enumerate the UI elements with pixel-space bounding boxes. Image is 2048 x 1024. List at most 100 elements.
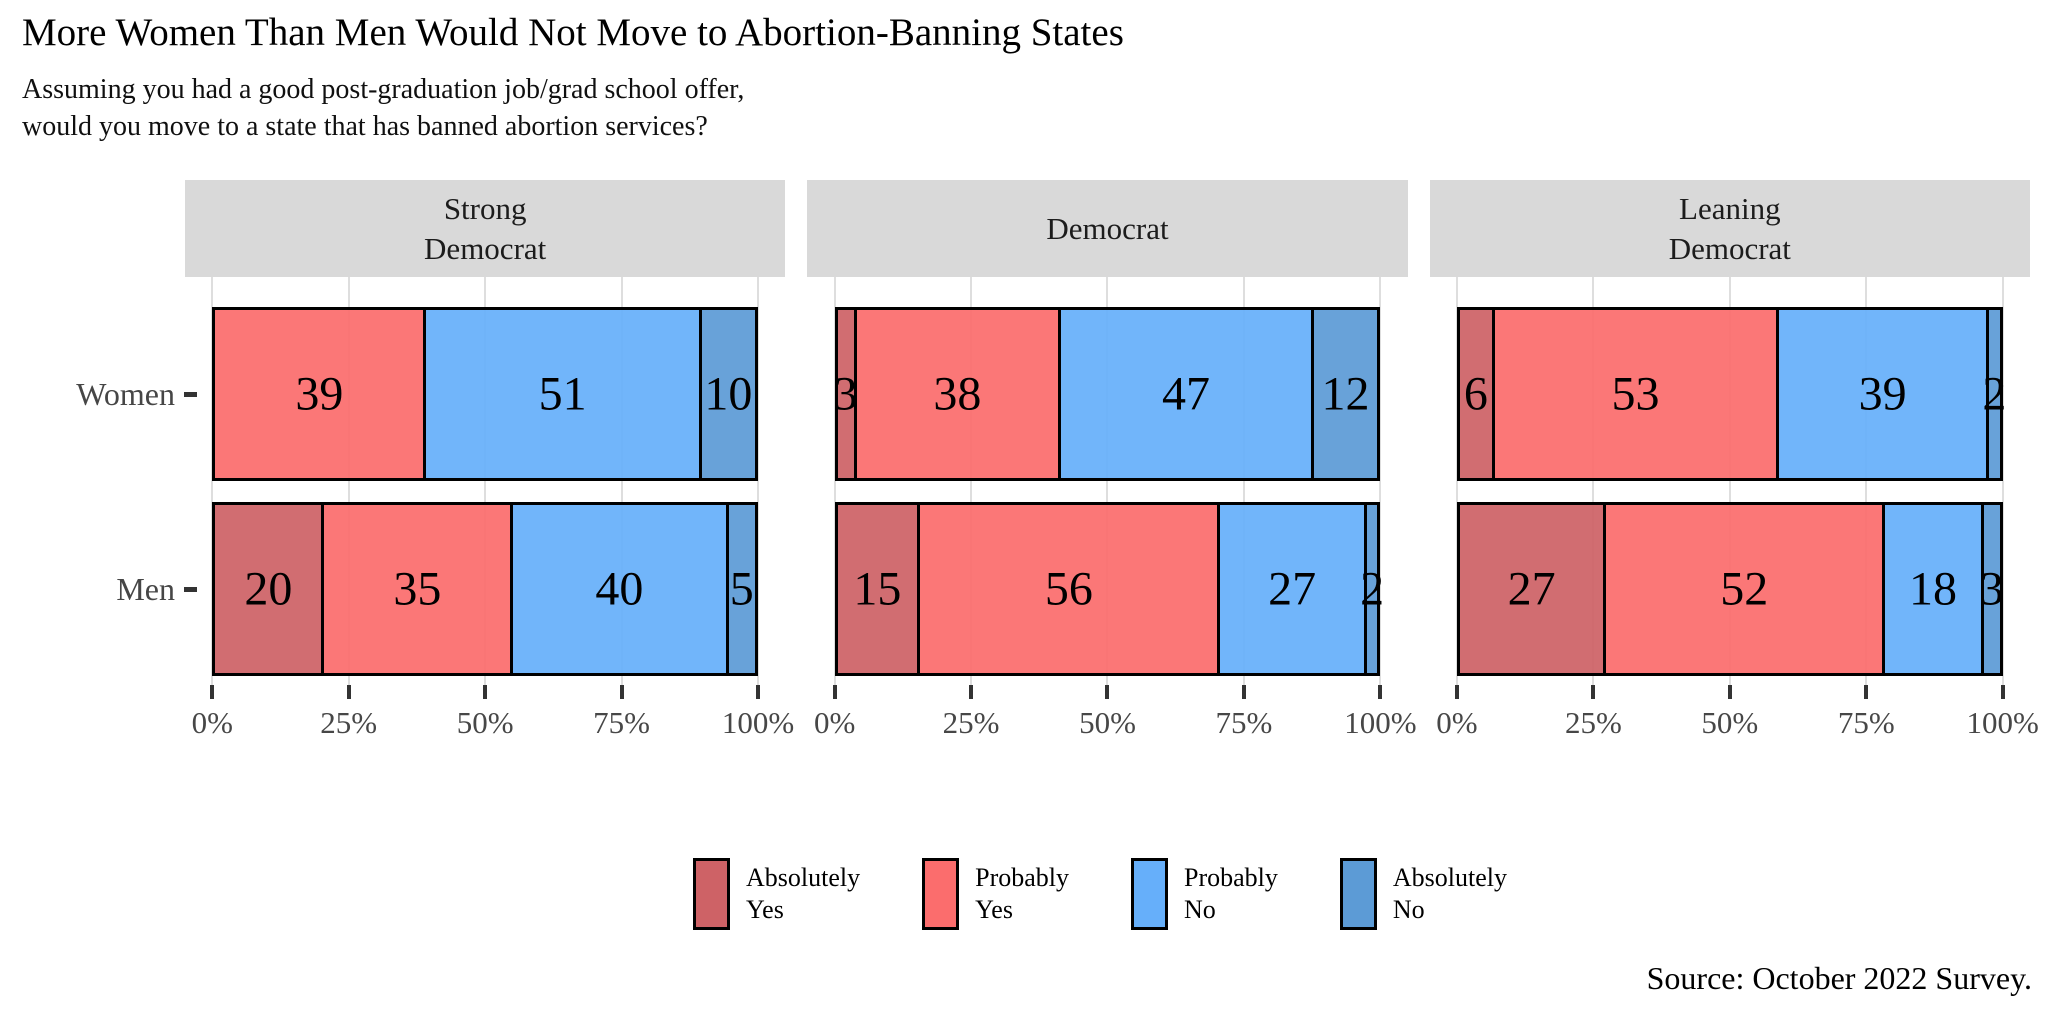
- bar-segment: 47: [1058, 310, 1311, 478]
- bar-value-label: 40: [595, 562, 644, 616]
- bar-value-label: 27: [1268, 562, 1317, 616]
- axis-tick-label: 0%: [1436, 705, 1478, 740]
- bar-value-label: 20: [244, 562, 293, 616]
- y-axis-label: Men: [116, 570, 175, 607]
- bar-value-label: 2: [1982, 367, 2007, 421]
- x-axis-scale: 0% 25% 50% 75% 100%: [1436, 677, 2039, 765]
- facet-strip-label: Leaning Democrat: [1429, 180, 2030, 277]
- axis-tick: [2000, 685, 2005, 699]
- axis-tick: [1241, 685, 1246, 699]
- gridline: [1106, 277, 1109, 687]
- bar-segment: 27: [1217, 505, 1364, 673]
- y-axis-tick: [184, 586, 197, 592]
- gridline: [833, 277, 836, 687]
- axis-tick-label: 25%: [942, 705, 1000, 740]
- bar-segment: 38: [853, 310, 1059, 478]
- bar-segment: 53: [1491, 310, 1777, 478]
- facet-panel: Leaning Democrat 6 53 39 2 27 52 18 3 0% 25% 50% 75%…: [1429, 180, 2039, 765]
- chart-title: More Women Than Men Would Not Move to Ab…: [22, 11, 1124, 54]
- bar-value-label: 47: [1161, 367, 1210, 421]
- legend-label: Absolutely Yes: [746, 862, 861, 925]
- axis-tick-label: 75%: [1837, 705, 1895, 740]
- axis-tick: [1378, 685, 1383, 699]
- gridline: [970, 277, 973, 687]
- bar-segment: 56: [917, 505, 1218, 673]
- plot-area: 6 53 39 2 27 52 18 3: [1430, 277, 2030, 687]
- plot-scale: 3 38 47 12 15 56 27 2: [834, 277, 1385, 687]
- bar-segment: 15: [837, 505, 918, 673]
- bar-segment: 52: [1603, 505, 1883, 673]
- plot-scale: 39 51 10 20 35 40 5: [211, 277, 760, 687]
- gridline: [484, 277, 487, 687]
- y-axis-tick: [184, 391, 197, 397]
- legend-label: Absolutely No: [1392, 862, 1507, 925]
- legend-key: [1131, 858, 1168, 930]
- axis-tick: [1864, 685, 1869, 699]
- axis-tick: [756, 685, 761, 699]
- axis-tick-label: 75%: [1215, 705, 1273, 740]
- y-axis-row: Men: [0, 502, 197, 676]
- stacked-bar-women: 6 53 39 2: [1456, 307, 2006, 481]
- plot-scale: 6 53 39 2 27 52 18 3: [1455, 277, 2006, 687]
- axis-tick-label: 100%: [1344, 705, 1417, 740]
- bar-value-label: 3: [833, 367, 858, 421]
- gridline: [1865, 277, 1868, 687]
- y-axis-label: Women: [76, 375, 175, 412]
- bar-segment: 39: [215, 310, 424, 478]
- bar-segment: 3: [1980, 505, 2004, 673]
- stacked-bar-women: 39 51 10: [212, 307, 759, 481]
- gridline: [211, 277, 214, 687]
- axis-tick: [346, 685, 351, 699]
- legend-item: Probably Yes: [922, 858, 1069, 930]
- stacked-bar-women: 3 38 47 12: [834, 307, 1381, 481]
- bar-segment: 3: [834, 310, 858, 478]
- axis-tick-label: 0%: [813, 705, 856, 740]
- axis-tick-label: 75%: [593, 705, 651, 740]
- bar-value-label: 5: [729, 562, 754, 616]
- axis-tick-label: 25%: [1564, 705, 1622, 740]
- bar-segment: 5: [725, 505, 756, 673]
- legend-item: Absolutely Yes: [693, 858, 860, 930]
- axis-tick-label: 50%: [1701, 705, 1759, 740]
- x-axis: 0% 25% 50% 75% 100%: [185, 677, 794, 765]
- bar-value-label: 53: [1611, 367, 1660, 421]
- bar-segment: 10: [698, 310, 756, 478]
- bar-segment: 27: [1459, 505, 1604, 673]
- x-axis: 0% 25% 50% 75% 100%: [1430, 677, 2039, 765]
- stacked-bar-men: 15 56 27 2: [834, 502, 1385, 676]
- y-axis-labels: Women Men: [0, 277, 197, 677]
- legend-key: [922, 858, 960, 930]
- legend-label: Probably No: [1184, 862, 1278, 925]
- x-axis-scale: 0% 25% 50% 75% 100%: [814, 677, 1417, 765]
- plot-area: 3 38 47 12 15 56 27 2: [807, 277, 1407, 687]
- bar-segment: 18: [1882, 505, 1981, 673]
- bar-value-label: 38: [933, 367, 982, 421]
- axis-tick-label: 50%: [456, 705, 514, 740]
- axis-tick: [210, 685, 215, 699]
- stacked-bar-men: 27 52 18 3: [1456, 502, 2004, 676]
- bar-value-label: 10: [704, 367, 753, 421]
- gridline: [620, 277, 623, 687]
- bar-segment: 35: [321, 505, 511, 673]
- chart-subtitle: Assuming you had a good post-graduation …: [22, 74, 745, 142]
- gridline: [1379, 277, 1382, 687]
- bar-value-label: 12: [1321, 367, 1370, 421]
- axis-tick-label: 50%: [1079, 705, 1136, 740]
- bar-segment: 51: [423, 310, 699, 478]
- bar-value-label: 56: [1044, 562, 1093, 616]
- chart-panels: Strong Democrat 39 51 10 20 35 40 5 0% 25% 50% 75% 1…: [185, 180, 2039, 765]
- legend-key: [1339, 858, 1377, 930]
- bar-value-label: 39: [295, 367, 344, 421]
- bar-value-label: 3: [1979, 562, 2004, 616]
- bar-segment: 12: [1310, 310, 1378, 478]
- bar-value-label: 2: [1360, 562, 1385, 616]
- bar-segment: 2: [1982, 310, 2006, 478]
- x-axis-scale: 0% 25% 50% 75% 100%: [192, 677, 794, 765]
- axis-tick: [969, 685, 974, 699]
- gridline: [1728, 277, 1731, 687]
- axis-tick-label: 0%: [191, 705, 233, 740]
- gridline: [1455, 277, 1458, 687]
- axis-tick-label: 100%: [721, 705, 795, 740]
- axis-tick: [1591, 685, 1596, 699]
- bar-segment: 40: [510, 505, 726, 673]
